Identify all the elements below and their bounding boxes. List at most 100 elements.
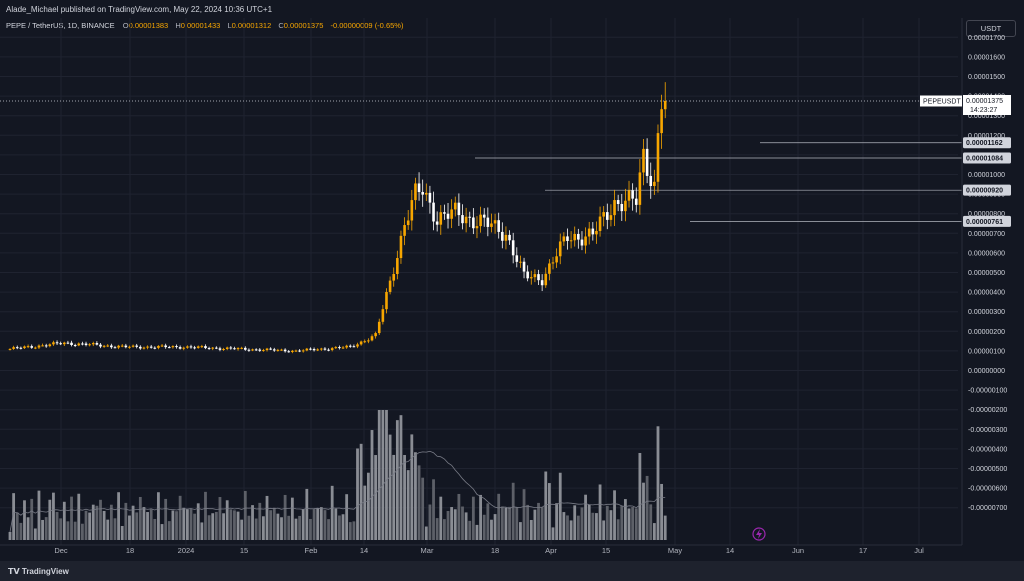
candle-body bbox=[287, 351, 291, 353]
horizontal-levels bbox=[0, 100, 962, 222]
volume-bar bbox=[70, 496, 73, 540]
candle-body bbox=[624, 200, 627, 212]
level-price-flag bbox=[963, 152, 1011, 164]
candle-body bbox=[244, 347, 247, 350]
volume-bar bbox=[251, 505, 254, 540]
high-value: 0.00001433 bbox=[180, 21, 221, 30]
volume-bar bbox=[555, 503, 559, 540]
candle-body bbox=[587, 228, 591, 237]
volume-ma-line bbox=[9, 450, 666, 533]
volume-bar bbox=[258, 502, 262, 540]
volume-bar bbox=[464, 512, 468, 540]
symbol-name[interactable]: PEPE / TetherUS, 1D, BINANCE bbox=[6, 21, 115, 30]
candle-body bbox=[204, 346, 207, 349]
candle-body bbox=[215, 347, 218, 349]
y-tick-label: 0.00000400 bbox=[968, 290, 1005, 297]
candle-body bbox=[23, 346, 26, 349]
candle-body bbox=[388, 280, 392, 292]
symbol-flag-text: PEPEUSDT bbox=[923, 99, 961, 106]
candle-body bbox=[294, 350, 298, 352]
candle-body bbox=[291, 350, 294, 353]
candle-body bbox=[157, 345, 160, 348]
candle-body bbox=[374, 333, 377, 337]
candle-body bbox=[417, 183, 421, 193]
candle-body bbox=[207, 348, 211, 350]
volume-bar bbox=[482, 514, 486, 540]
candle-body bbox=[117, 345, 120, 348]
x-tick-label: Mar bbox=[421, 546, 434, 555]
level-price-text: 0.00001084 bbox=[966, 156, 1003, 163]
candle-body bbox=[222, 348, 225, 350]
volume-bar bbox=[283, 494, 287, 540]
candle-body bbox=[656, 133, 660, 182]
candle-body bbox=[41, 345, 44, 347]
candle-body bbox=[178, 347, 182, 349]
candle-body bbox=[258, 349, 262, 351]
x-tick-label: 14 bbox=[726, 546, 734, 555]
candle-body bbox=[262, 350, 265, 352]
volume-bar bbox=[287, 515, 291, 540]
candle-body bbox=[229, 347, 233, 349]
flash-icon[interactable] bbox=[752, 527, 766, 541]
volume-bar bbox=[377, 410, 381, 540]
volume-bar bbox=[175, 511, 178, 540]
close-label: C bbox=[278, 21, 284, 30]
candle-body bbox=[631, 190, 634, 199]
volume-bar bbox=[504, 507, 508, 540]
footer-bar: 𝗧𝗩 TradingView bbox=[0, 561, 1024, 581]
volume-bar bbox=[135, 512, 139, 540]
candle-body bbox=[48, 344, 52, 347]
y-tick-label: 0.00000200 bbox=[968, 329, 1005, 336]
candle-body bbox=[251, 349, 254, 351]
volume-bar bbox=[12, 493, 16, 540]
volume-bar bbox=[356, 448, 359, 540]
volume-bar bbox=[316, 508, 320, 540]
volume-bar bbox=[562, 512, 566, 540]
price-chart[interactable]: 0.000017000.000016000.000015000.00001400… bbox=[0, 0, 1024, 561]
volume-bar bbox=[48, 499, 52, 540]
candle-body bbox=[128, 346, 131, 348]
candle-body bbox=[186, 346, 189, 348]
volume-bar bbox=[406, 470, 410, 540]
volume-bar bbox=[196, 503, 200, 540]
volume-bar bbox=[247, 515, 251, 540]
volume-bar bbox=[59, 518, 63, 540]
candle-body bbox=[26, 346, 30, 348]
volume-bar bbox=[540, 507, 544, 540]
volume-bar bbox=[403, 455, 406, 540]
candle-body bbox=[464, 216, 468, 224]
volume-bar bbox=[338, 515, 341, 540]
candle-body bbox=[638, 172, 642, 205]
volume-bar bbox=[631, 507, 635, 540]
time-axis[interactable]: Dec 18 2024 15 Feb 14 Mar 18 Apr 15 May 14 Jun 17 Jul bbox=[0, 544, 962, 555]
candle-body bbox=[598, 216, 602, 232]
candle-body bbox=[316, 349, 319, 351]
candle-body bbox=[338, 347, 341, 349]
volume-bar bbox=[301, 509, 305, 540]
y-tick-label: -0.00000700 bbox=[968, 505, 1007, 512]
volume-bar bbox=[519, 522, 522, 540]
volume-bar bbox=[167, 521, 171, 540]
volume-bar bbox=[609, 510, 613, 540]
change-value: -0.00000009 (-0.65%) bbox=[330, 21, 404, 30]
volume-bar bbox=[193, 513, 197, 540]
volume-bar bbox=[113, 518, 117, 540]
candle-body bbox=[450, 209, 453, 219]
brand-name: TradingView bbox=[21, 567, 69, 576]
volume-bar bbox=[23, 500, 26, 540]
x-tick-label: 2024 bbox=[178, 546, 195, 555]
x-tick-label: Feb bbox=[305, 546, 318, 555]
candle-body bbox=[515, 255, 519, 262]
candle-body bbox=[435, 221, 439, 225]
candle-body bbox=[446, 213, 450, 219]
volume-bar bbox=[587, 504, 591, 540]
volume-bar bbox=[566, 515, 569, 540]
currency-button[interactable]: USDT bbox=[966, 20, 1016, 37]
candle-body bbox=[519, 261, 522, 263]
high-label: H bbox=[175, 21, 181, 30]
candle-body bbox=[555, 256, 558, 263]
y-tick-label: 0.00000800 bbox=[968, 211, 1005, 218]
tradingview-logo[interactable]: 𝗧𝗩 TradingView bbox=[8, 567, 69, 576]
candle-body bbox=[200, 346, 204, 348]
volume-bar bbox=[44, 517, 48, 540]
